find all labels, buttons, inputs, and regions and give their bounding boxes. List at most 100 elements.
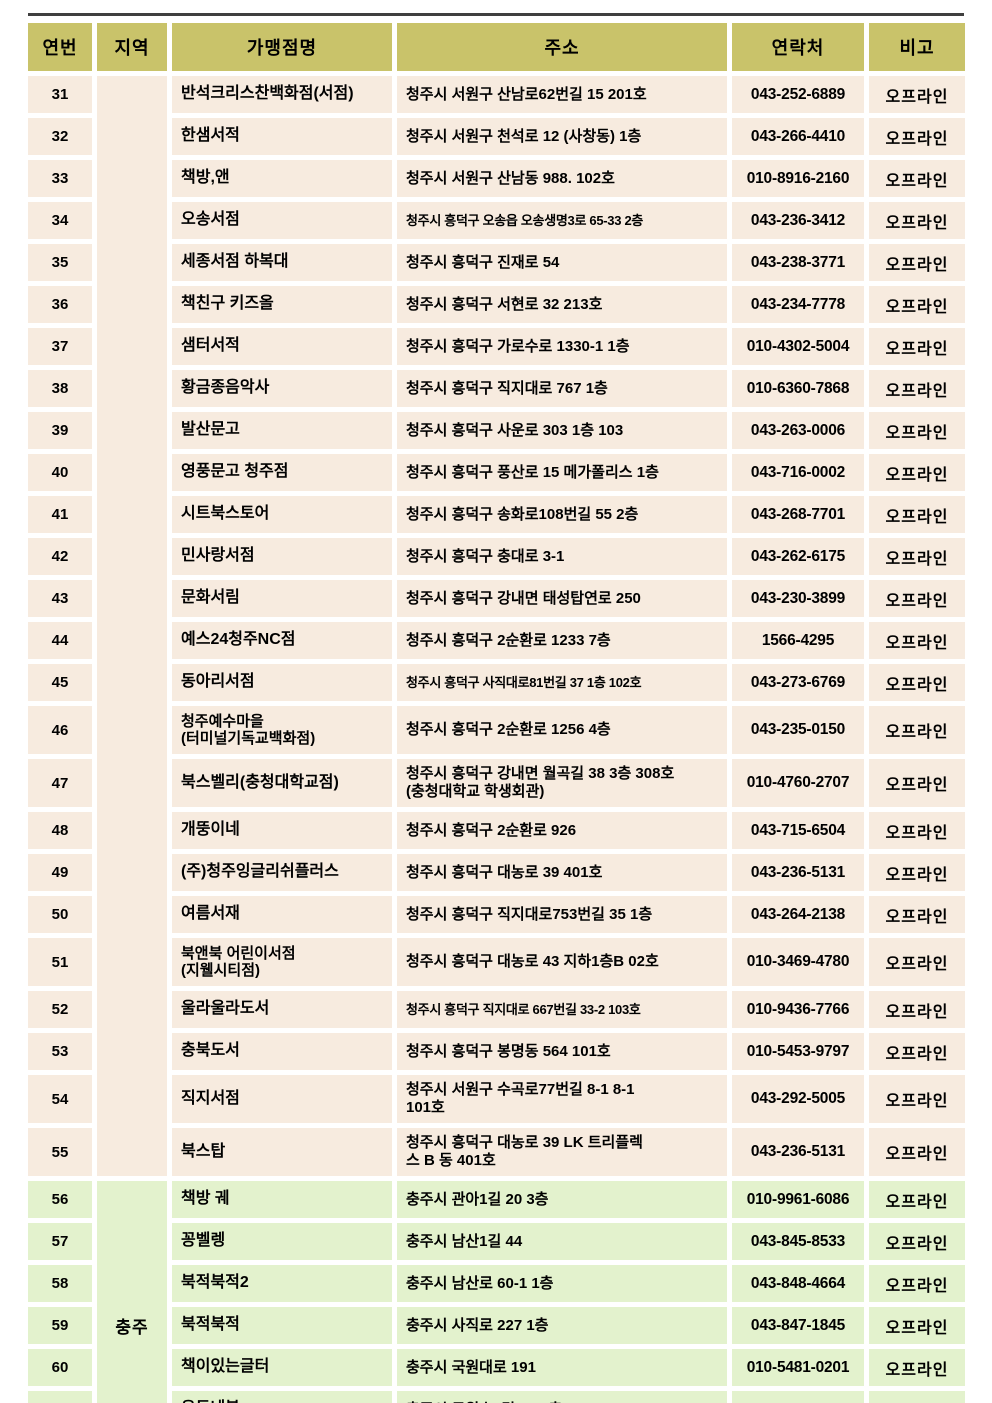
- cell-contact: 010-6360-7868: [732, 370, 864, 407]
- cell-store-name: 책이있는글터: [172, 1349, 392, 1386]
- cell-address: 청주시 흥덕구 송화로108번길 55 2층: [397, 496, 727, 533]
- cell-no: 41: [28, 496, 92, 533]
- cell-note: 오프라인: [869, 1181, 965, 1218]
- table-row: 39 발산문고 청주시 흥덕구 사운로 303 1층 103 043-263-0006…: [28, 412, 965, 449]
- cell-no: 31: [28, 76, 92, 113]
- cell-store-name: 민사랑서점: [172, 538, 392, 575]
- cell-contact: 043-845-8533: [732, 1223, 864, 1260]
- table-row: 59 북적북적 충주시 사직로 227 1층 043-847-1845 오프라인: [28, 1307, 965, 1344]
- table-row: 61 온동네북 충주시 국원초5길 58 1층 043-848-6930 오프라인: [28, 1391, 965, 1403]
- cell-store-name: 책방 궤: [172, 1181, 392, 1218]
- cell-no: 53: [28, 1033, 92, 1070]
- cell-store-name: 충북도서: [172, 1033, 392, 1070]
- cell-store-name: 북스탑: [172, 1128, 392, 1176]
- cell-contact: 043-262-6175: [732, 538, 864, 575]
- cell-note: 오프라인: [869, 1128, 965, 1176]
- cell-no: 35: [28, 244, 92, 281]
- cell-contact: 010-5453-9797: [732, 1033, 864, 1070]
- cell-no: 37: [28, 328, 92, 365]
- cell-store-name: 영풍문고 청주점: [172, 454, 392, 491]
- cell-address: 청주시 서원구 수곡로77번길 8-1 8-1 101호: [397, 1075, 727, 1123]
- cell-store-name: 북스벨리(충청대학교점): [172, 759, 392, 807]
- cell-address: 충주시 관아1길 20 3층: [397, 1181, 727, 1218]
- cell-no: 33: [28, 160, 92, 197]
- cell-no: 59: [28, 1307, 92, 1344]
- cell-note: 오프라인: [869, 1075, 965, 1123]
- store-table-header: 연번 지역 가맹점명 주소 연락처 비고: [28, 23, 965, 71]
- cell-note: 오프라인: [869, 1033, 965, 1070]
- cell-store-name: 여름서재: [172, 896, 392, 933]
- cell-no: 50: [28, 896, 92, 933]
- cell-no: 43: [28, 580, 92, 617]
- cell-contact: 043-268-7701: [732, 496, 864, 533]
- cell-contact: 043-236-5131: [732, 1128, 864, 1176]
- cell-note: 오프라인: [869, 328, 965, 365]
- cell-note: 오프라인: [869, 76, 965, 113]
- cell-store-name: 반석크리스찬백화점(서점): [172, 76, 392, 113]
- cell-address: 청주시 흥덕구 서현로 32 213호: [397, 286, 727, 323]
- cell-store-name: 황금종음악사: [172, 370, 392, 407]
- cell-contact: 043-292-5005: [732, 1075, 864, 1123]
- cell-address: 청주시 서원구 산남로62번길 15 201호: [397, 76, 727, 113]
- cell-store-name: 책방,앤: [172, 160, 392, 197]
- cell-no: 52: [28, 991, 92, 1028]
- table-row: 60 책이있는글터 충주시 국원대로 191 010-5481-0201 오프라인: [28, 1349, 965, 1386]
- table-row: 47 북스벨리(충청대학교점) 청주시 흥덕구 강내면 월곡길 38 3층 308호…: [28, 759, 965, 807]
- header-contact: 연락처: [732, 23, 864, 71]
- cell-address: 청주시 흥덕구 봉명동 564 101호: [397, 1033, 727, 1070]
- cell-address: 청주시 흥덕구 직지대로 767 1층: [397, 370, 727, 407]
- table-row: 34 오송서점 청주시 흥덕구 오송읍 오송생명3로 65-33 2층 043-236…: [28, 202, 965, 239]
- cell-contact: 043-236-5131: [732, 854, 864, 891]
- cell-no: 61: [28, 1391, 92, 1403]
- cell-note: 오프라인: [869, 991, 965, 1028]
- table-row: 51 북앤북 어린이서점 (지웰시티점) 청주시 흥덕구 대농로 43 지하1층B …: [28, 938, 965, 986]
- cell-address: 청주시 흥덕구 사직대로81번길 37 1층 102호: [397, 664, 727, 701]
- cell-note: 오프라인: [869, 1391, 965, 1403]
- cell-no: 38: [28, 370, 92, 407]
- cell-contact: 010-3469-4780: [732, 938, 864, 986]
- cell-address: 충주시 남산로 60-1 1층: [397, 1265, 727, 1302]
- cell-note: 오프라인: [869, 202, 965, 239]
- table-row: 54 직지서점 청주시 서원구 수곡로77번길 8-1 8-1 101호 043-29…: [28, 1075, 965, 1123]
- cell-note: 오프라인: [869, 160, 965, 197]
- cell-store-name: 샘터서적: [172, 328, 392, 365]
- cell-note: 오프라인: [869, 1307, 965, 1344]
- cell-store-name: 동아리서점: [172, 664, 392, 701]
- table-row: 55 북스탑 청주시 흥덕구 대농로 39 LK 트리플렉 스 B 동 401호 04…: [28, 1128, 965, 1176]
- cell-address: 청주시 흥덕구 진재로 54: [397, 244, 727, 281]
- cell-note: 오프라인: [869, 1223, 965, 1260]
- cell-no: 47: [28, 759, 92, 807]
- table-row: 40 영풍문고 청주점 청주시 흥덕구 풍산로 15 메가폴리스 1층 043-716…: [28, 454, 965, 491]
- cell-address: 청주시 흥덕구 직지대로753번길 35 1층: [397, 896, 727, 933]
- cell-no: 39: [28, 412, 92, 449]
- cell-region: 충주: [97, 1181, 167, 1403]
- cell-contact: 043-230-3899: [732, 580, 864, 617]
- header-store-name: 가맹점명: [172, 23, 392, 71]
- table-row: 49 (주)청주잉글리쉬플러스 청주시 흥덕구 대농로 39 401호 043-236…: [28, 854, 965, 891]
- cell-store-name: 시트북스토어: [172, 496, 392, 533]
- cell-address: 청주시 흥덕구 강내면 월곡길 38 3층 308호 (충청대학교 학생회관): [397, 759, 727, 807]
- cell-contact: 010-4760-2707: [732, 759, 864, 807]
- cell-address: 청주시 흥덕구 2순환로 1256 4층: [397, 706, 727, 754]
- table-row: 57 꽁벨렝 충주시 남산1길 44 043-845-8533 오프라인: [28, 1223, 965, 1260]
- cell-contact: 043-252-6889: [732, 76, 864, 113]
- cell-contact: 043-847-1845: [732, 1307, 864, 1344]
- cell-note: 오프라인: [869, 118, 965, 155]
- cell-note: 오프라인: [869, 412, 965, 449]
- cell-contact: 043-273-6769: [732, 664, 864, 701]
- cell-note: 오프라인: [869, 1349, 965, 1386]
- cell-contact: 043-234-7778: [732, 286, 864, 323]
- cell-note: 오프라인: [869, 286, 965, 323]
- cell-no: 60: [28, 1349, 92, 1386]
- cell-no: 48: [28, 812, 92, 849]
- cell-address: 청주시 흥덕구 대농로 39 LK 트리플렉 스 B 동 401호: [397, 1128, 727, 1176]
- table-row: 43 문화서림 청주시 흥덕구 강내면 태성탑연로 250 043-230-3899 오…: [28, 580, 965, 617]
- cell-address: 충주시 국원초5길 58 1층: [397, 1391, 727, 1403]
- cell-address: 청주시 흥덕구 2순환로 926: [397, 812, 727, 849]
- cell-note: 오프라인: [869, 1265, 965, 1302]
- cell-store-name: 청주예수마을 (터미널기독교백화점): [172, 706, 392, 754]
- cell-address: 청주시 흥덕구 가로수로 1330-1 1층: [397, 328, 727, 365]
- cell-note: 오프라인: [869, 370, 965, 407]
- cell-no: 46: [28, 706, 92, 754]
- cell-note: 오프라인: [869, 580, 965, 617]
